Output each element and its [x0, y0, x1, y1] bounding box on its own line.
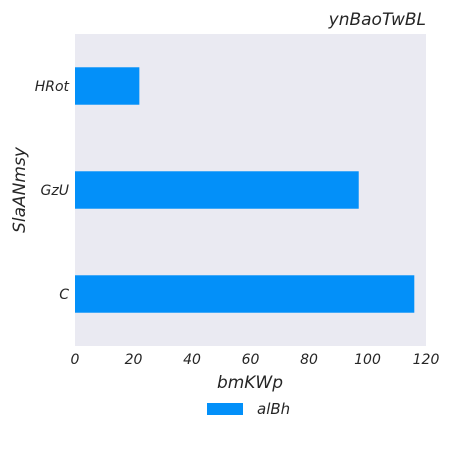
x-tick-label: 100	[354, 352, 381, 368]
chart-title: ynBaoTwBL	[328, 10, 426, 30]
y-tick-label: HRot	[35, 79, 70, 95]
bars	[75, 67, 415, 313]
bar-c	[75, 275, 415, 313]
y-axis-label: SlaANmsy	[10, 146, 30, 233]
y-tick-label: GzU	[41, 183, 69, 199]
legend-swatch	[207, 403, 243, 415]
y-tick-labels: HRot GzU C	[35, 79, 70, 303]
x-tick-label: 0	[71, 352, 80, 368]
x-tick-label: 20	[125, 352, 143, 368]
x-tick-label: 60	[242, 352, 260, 368]
legend-label: alBh	[257, 400, 290, 418]
x-tick-label: 40	[183, 352, 201, 368]
bar-gzu	[75, 171, 359, 209]
bar-hrot	[75, 67, 140, 105]
x-tick-label: 120	[413, 352, 440, 368]
x-axis-label: bmKWp	[217, 373, 283, 393]
x-tick-labels: 0 20 40 60 80 100 120	[71, 352, 440, 368]
legend: alBh	[207, 400, 290, 418]
x-tick-label: 80	[300, 352, 318, 368]
y-tick-label: C	[59, 287, 69, 303]
